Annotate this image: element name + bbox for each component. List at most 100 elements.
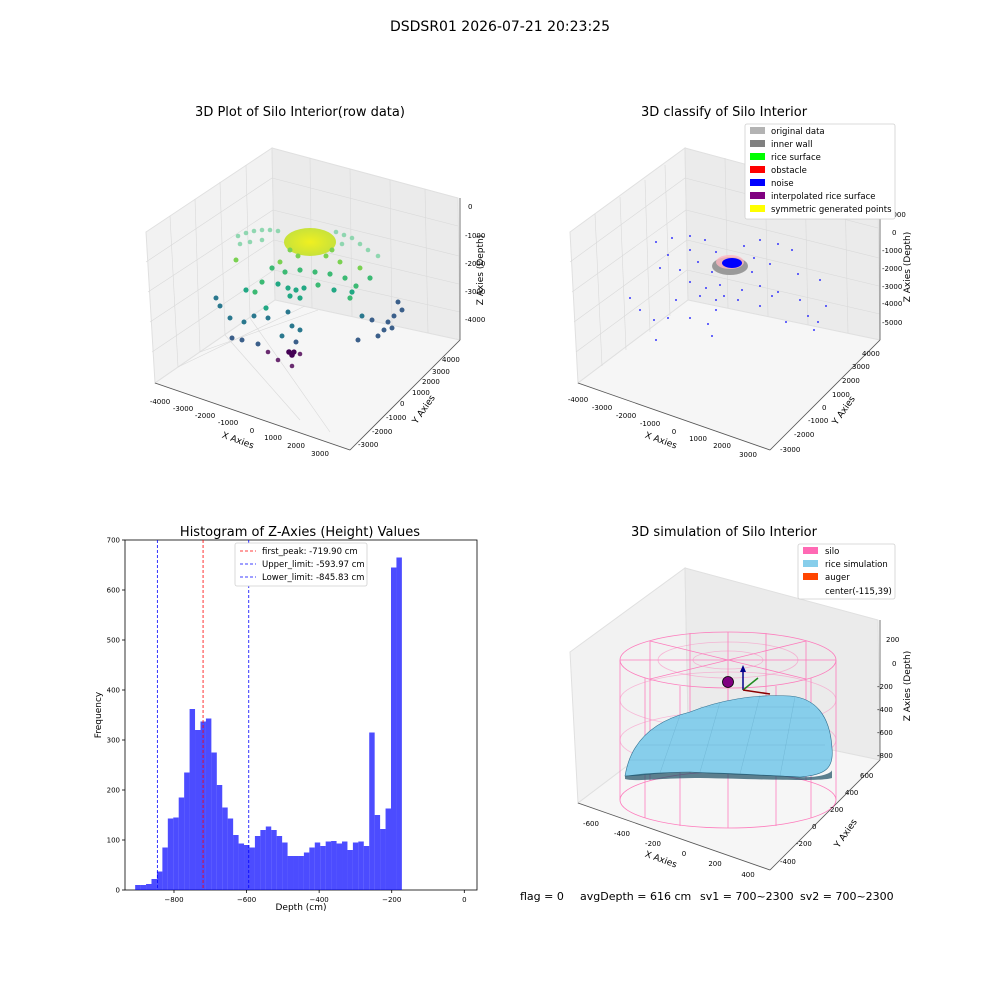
svg-text:noise: noise	[771, 179, 794, 189]
svg-text:0: 0	[468, 203, 472, 211]
svg-text:-4000: -4000	[150, 398, 170, 406]
svg-text:silo: silo	[825, 547, 839, 557]
svg-text:auger: auger	[825, 573, 850, 583]
histogram-bar	[303, 852, 310, 890]
histogram-bar	[135, 885, 141, 890]
histogram-bar	[374, 815, 381, 890]
svg-text:-3000: -3000	[592, 404, 612, 412]
raw-ylabel: Y Axies	[410, 393, 438, 426]
classify-point-cloud	[629, 235, 827, 341]
simulation-legend: silo rice simulation auger center(-115,3…	[797, 543, 896, 600]
classify-3d-axes	[569, 147, 882, 451]
raw-panel-title: 3D Plot of Silo Interior(row data)	[195, 105, 405, 120]
svg-text:-4000: -4000	[568, 396, 588, 404]
histogram-bar	[205, 718, 212, 890]
histogram-bar	[331, 841, 337, 890]
simulation-panel-title: 3D simulation of Silo Interior	[631, 525, 818, 540]
x-tick-label: −200	[382, 896, 401, 904]
histogram-bar	[254, 836, 261, 890]
y-tick-label: 300	[107, 737, 120, 745]
auger-marker	[722, 676, 734, 688]
histogram-legend-label: Lower_limit: -845.83 cm	[262, 573, 364, 583]
y-tick-label: 700	[107, 537, 120, 545]
histogram-bar	[249, 847, 255, 890]
classify-panel-title: 3D classify of Silo Interior	[641, 105, 808, 120]
histogram-bar	[347, 850, 353, 890]
histogram-bar	[276, 836, 283, 890]
svg-text:4000: 4000	[442, 356, 460, 364]
histogram-bar	[320, 846, 326, 890]
svg-text:-1000: -1000	[808, 417, 828, 425]
svg-text:-2000: -2000	[616, 412, 636, 420]
classify-zlabel: Z Axies (Depth)	[903, 232, 913, 303]
svg-text:symmetric generated points: symmetric generated points	[771, 205, 892, 215]
svg-text:1000: 1000	[412, 389, 430, 397]
svg-text:2000: 2000	[842, 377, 860, 385]
rice-surface	[624, 695, 833, 778]
svg-text:0: 0	[672, 428, 676, 436]
panel-simulation-3d: 3D simulation of Silo Interior	[569, 525, 913, 879]
histogram-bar	[260, 830, 266, 890]
y-tick-label: 500	[107, 637, 120, 645]
histogram-bar	[336, 843, 343, 890]
histogram-bar	[195, 730, 201, 890]
svg-text:-2000: -2000	[465, 260, 485, 268]
sv1-text: sv1 = 700~2300	[700, 890, 794, 903]
svg-text:1000: 1000	[689, 435, 707, 443]
classify-z-ticks: -5000 -4000 -3000 -2000 -1000 0 1000	[882, 211, 906, 327]
svg-text:1000: 1000	[264, 434, 282, 442]
histogram-bar	[178, 797, 185, 890]
histogram-legend-item: first_peak: -719.90 cm	[240, 547, 358, 557]
svg-text:3000: 3000	[852, 363, 870, 371]
svg-text:200: 200	[886, 636, 899, 644]
histogram-bar	[244, 845, 250, 890]
svg-text:-3000: -3000	[173, 405, 193, 413]
svg-text:0: 0	[250, 427, 254, 435]
simulation-xlabel: X Axies	[643, 850, 678, 871]
raw-point-cloud	[213, 227, 405, 369]
histogram-legend-item: Lower_limit: -845.83 cm	[240, 573, 364, 583]
classify-legend-item: rice surface	[750, 153, 821, 163]
svg-text:inner wall: inner wall	[771, 140, 812, 150]
histogram-bar	[380, 829, 386, 890]
classify-legend-item: interpolated rice surface	[750, 192, 876, 202]
svg-text:-600: -600	[583, 820, 599, 828]
histogram-ylabel: Frequency	[94, 691, 104, 738]
svg-text:-400: -400	[780, 858, 796, 866]
y-tick-label: 0	[116, 887, 120, 895]
x-tick-label: −800	[164, 896, 183, 904]
raw-grid-lines	[145, 157, 461, 433]
classify-legend-item: obstacle	[750, 166, 807, 176]
histogram-bar	[162, 847, 168, 890]
histogram-bar	[140, 885, 147, 890]
svg-text:-400: -400	[877, 706, 893, 714]
rice-surface-mesh	[630, 694, 830, 777]
histogram-bar	[282, 842, 288, 890]
histogram-legend: first_peak: -719.90 cm Upper_limit: -593.…	[234, 542, 368, 587]
histogram-bar	[358, 841, 364, 890]
histogram-legend-item: Upper_limit: -593.97 cm	[240, 560, 365, 570]
x-tick-label: −600	[237, 896, 256, 904]
classify-legend-item: original data	[750, 127, 825, 137]
svg-text:4000: 4000	[862, 350, 880, 358]
svg-text:-2000: -2000	[882, 265, 902, 273]
histogram-bar	[265, 826, 272, 890]
histogram-bar	[189, 709, 196, 890]
histogram-bar	[173, 817, 179, 890]
histogram-title: Histogram of Z-Axies (Height) Values	[180, 525, 420, 540]
svg-text:2000: 2000	[287, 442, 305, 450]
rice-surface-shadow	[625, 770, 832, 781]
svg-text:-1000: -1000	[640, 420, 660, 428]
svg-text:3000: 3000	[739, 451, 757, 459]
svg-text:original data: original data	[771, 127, 825, 137]
histogram-x-ticks: −800 −600 −400 −200 0	[164, 890, 467, 904]
y-tick-label: 600	[107, 587, 120, 595]
classify-legend-item: noise	[750, 179, 794, 189]
panel-classify-3d: 3D classify of Silo Interior -4000 -3000	[568, 105, 913, 459]
svg-text:1000: 1000	[888, 211, 906, 219]
classify-y-ticks: -3000 -2000 -1000 0 1000 2000 3000 4000	[780, 350, 880, 454]
y-tick-label: 200	[107, 787, 120, 795]
svg-text:-1000: -1000	[465, 232, 485, 240]
svg-text:2000: 2000	[422, 378, 440, 386]
